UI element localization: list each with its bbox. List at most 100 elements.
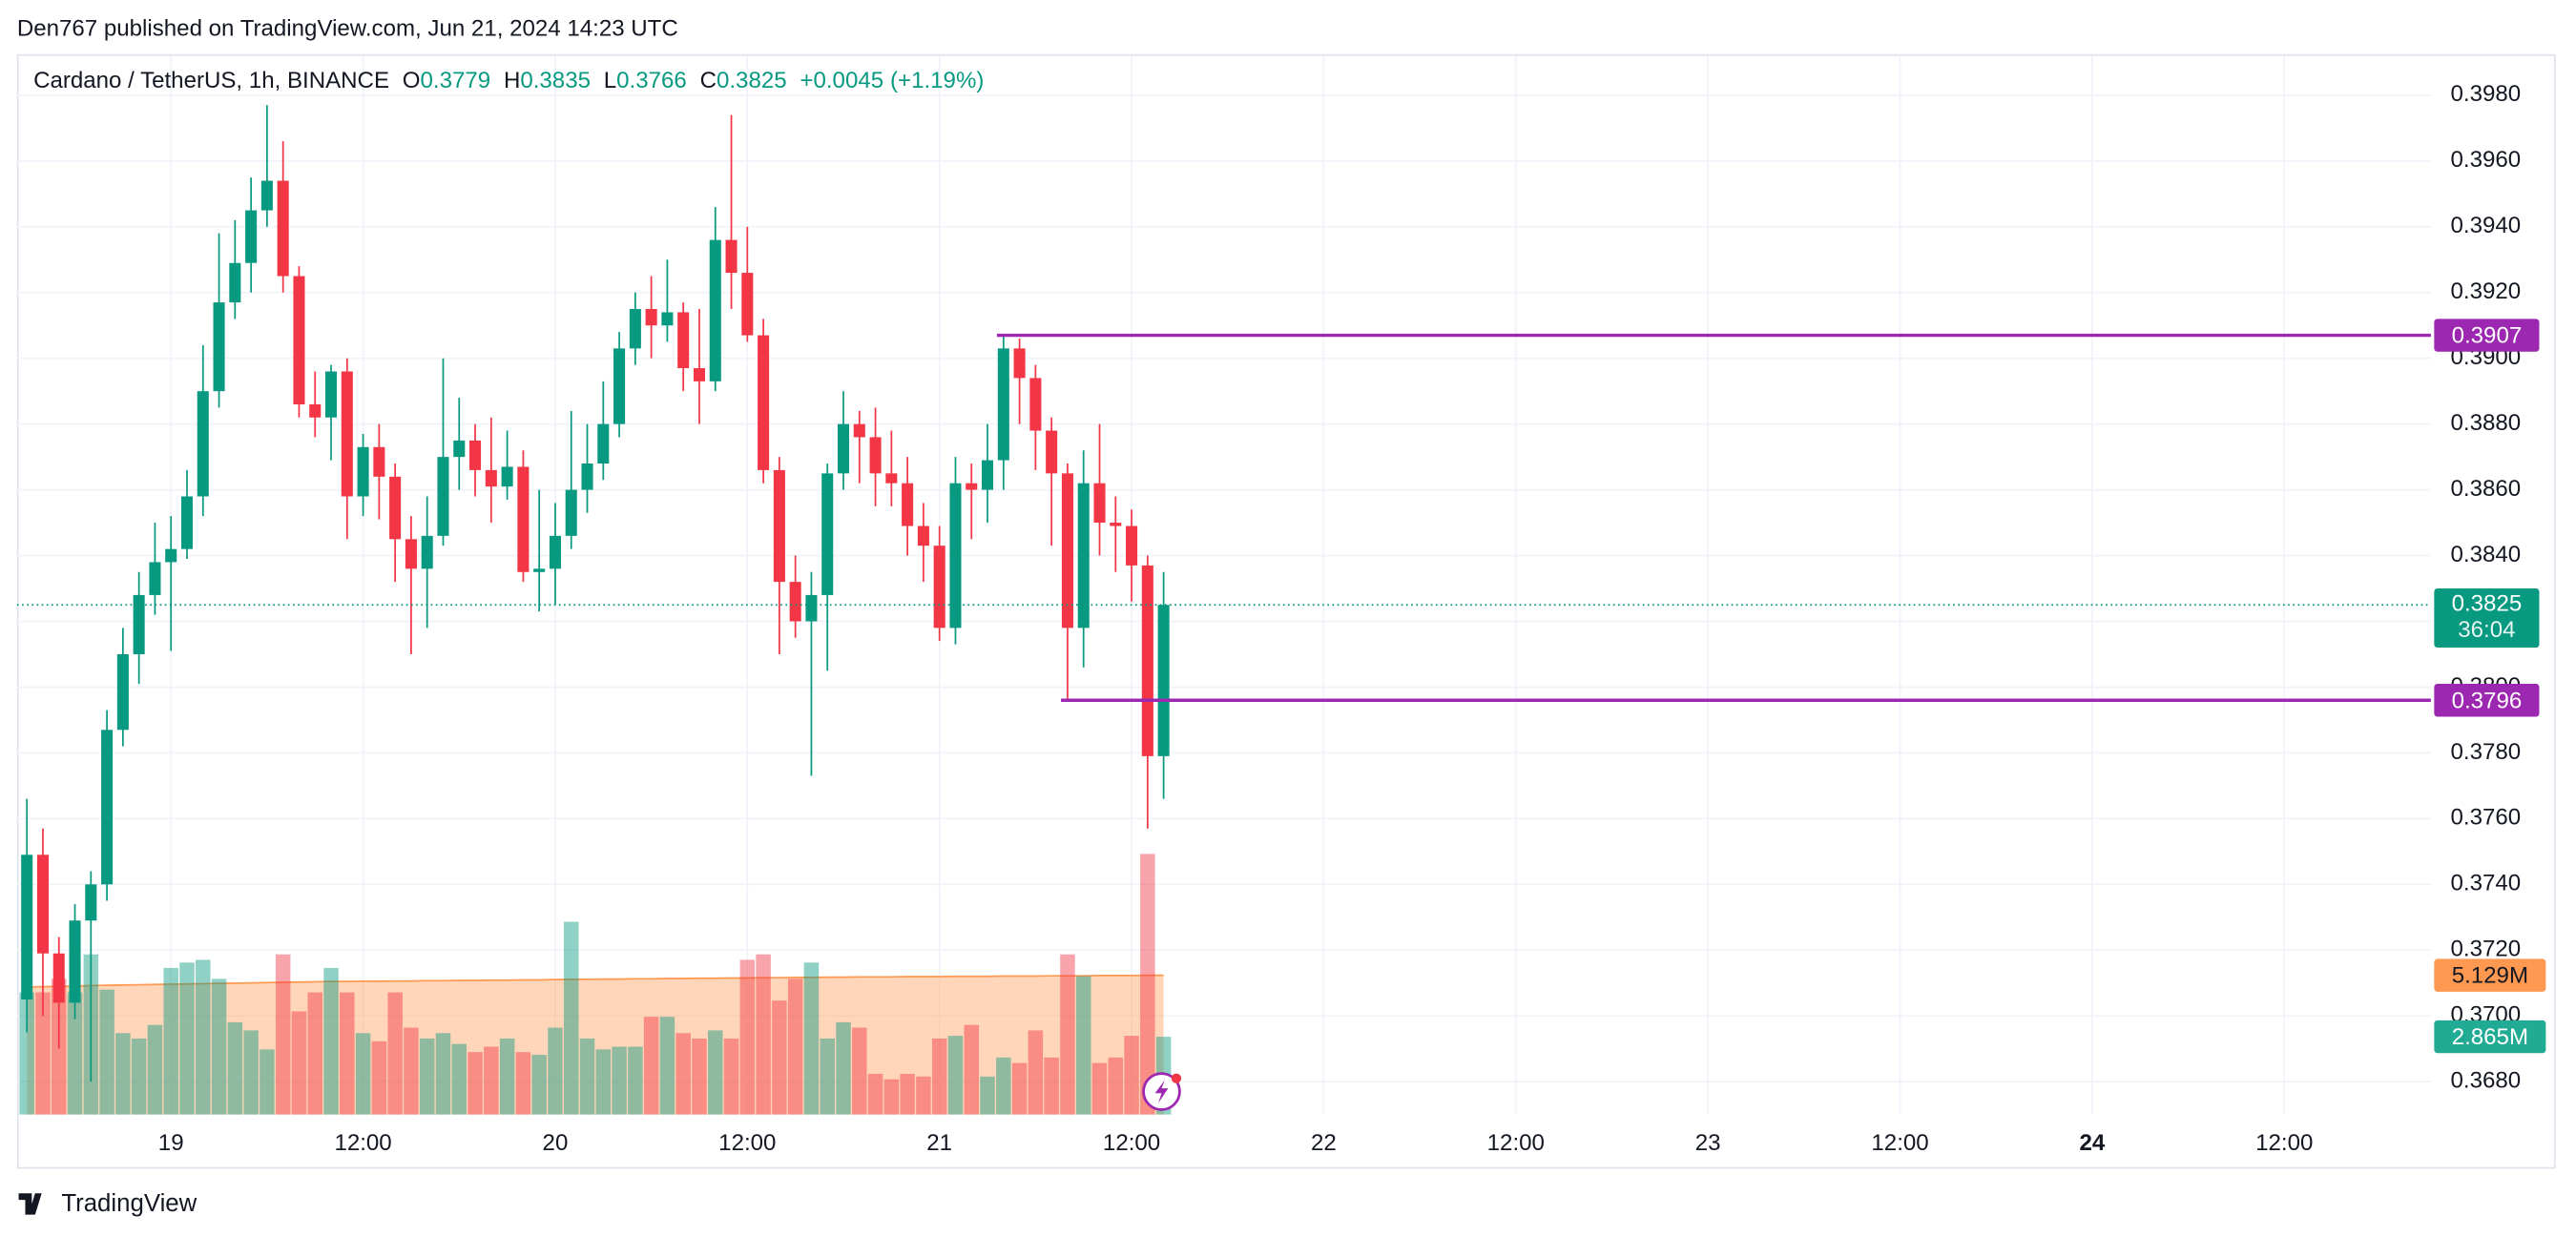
candle-body bbox=[997, 348, 1009, 461]
candle-body bbox=[949, 483, 962, 628]
volume-ma-area bbox=[27, 975, 1164, 1115]
volume-bar bbox=[355, 1033, 371, 1115]
candle-body bbox=[885, 473, 898, 484]
candle-body bbox=[101, 730, 114, 885]
volume-bar bbox=[723, 1038, 739, 1115]
candle-body bbox=[758, 335, 770, 470]
legend-change-pct: (+1.19%) bbox=[890, 68, 984, 93]
candle-body bbox=[389, 476, 402, 540]
volume-bar bbox=[291, 1011, 307, 1115]
volume-bar bbox=[499, 1038, 515, 1115]
x-tick-label: 12:00 bbox=[334, 1130, 391, 1156]
volume-bar bbox=[708, 1030, 723, 1115]
candle-body bbox=[1110, 523, 1122, 526]
volume-bar bbox=[467, 1052, 483, 1115]
candle-body bbox=[245, 210, 258, 263]
candle-body bbox=[469, 440, 482, 470]
volume-bar bbox=[419, 1038, 435, 1115]
x-tick-label: 24 bbox=[2080, 1130, 2106, 1156]
publish-note: Den767 published on TradingView.com, Jun… bbox=[17, 15, 678, 41]
volume-label-box bbox=[2434, 1020, 2546, 1054]
y-tick-label: 0.3740 bbox=[2451, 871, 2522, 896]
candle-body bbox=[260, 180, 273, 211]
volume-bar bbox=[563, 921, 579, 1115]
volume-bar bbox=[211, 978, 227, 1115]
y-tick-label: 0.3960 bbox=[2451, 147, 2522, 173]
candle-body bbox=[1013, 348, 1026, 379]
volume-bar bbox=[852, 1027, 867, 1115]
candle-body bbox=[1141, 565, 1153, 756]
candle-body bbox=[357, 446, 369, 497]
candle-body bbox=[613, 348, 626, 424]
legend-key: O bbox=[403, 68, 421, 93]
volume-bar bbox=[964, 1024, 979, 1115]
volume-bar bbox=[19, 992, 34, 1115]
legend-change: +0.0045 bbox=[800, 68, 883, 93]
volume-bar bbox=[484, 1046, 499, 1115]
candle-body bbox=[709, 239, 721, 381]
volume-ma-line bbox=[27, 974, 1164, 988]
price-pane bbox=[16, 105, 2431, 1082]
candle-body bbox=[437, 457, 449, 536]
candle-body bbox=[853, 423, 865, 438]
volume-bar bbox=[99, 989, 114, 1115]
volume-bar bbox=[900, 1073, 915, 1115]
volume-bar bbox=[1124, 1036, 1139, 1115]
volume-bar bbox=[1140, 854, 1155, 1115]
candle-body bbox=[133, 594, 145, 654]
x-tick-label: 23 bbox=[1695, 1130, 1721, 1156]
volume-bar bbox=[548, 1027, 563, 1115]
volume-bar bbox=[1060, 954, 1075, 1115]
candle-body bbox=[373, 446, 385, 477]
candle-body bbox=[549, 535, 561, 569]
candle-body bbox=[501, 466, 513, 487]
candle-body bbox=[1093, 483, 1106, 524]
volume-bar bbox=[739, 959, 756, 1115]
volume-bar bbox=[340, 992, 355, 1115]
y-tick-label: 0.3980 bbox=[2451, 81, 2522, 107]
volume-bar bbox=[883, 1079, 900, 1115]
volume-bar bbox=[579, 1038, 595, 1115]
candle-body bbox=[661, 312, 674, 326]
volume-bar bbox=[931, 1038, 947, 1115]
legend-value: 0.3779 bbox=[421, 68, 491, 93]
x-tick-label: 12:00 bbox=[1871, 1130, 1928, 1156]
volume-bar bbox=[115, 1033, 131, 1115]
candle-body bbox=[1077, 483, 1090, 628]
volume-ma-label: 5.129M bbox=[2452, 963, 2528, 989]
price-line-label-box bbox=[2434, 684, 2540, 717]
volume-bar bbox=[307, 992, 322, 1115]
volume-bar bbox=[1044, 1057, 1059, 1115]
candle-body bbox=[324, 371, 338, 418]
x-tick-label: 12:00 bbox=[718, 1130, 776, 1156]
candle-body bbox=[533, 568, 546, 572]
volume-bar bbox=[820, 1038, 835, 1115]
candle-body bbox=[773, 469, 785, 583]
candle-body bbox=[693, 368, 706, 381]
candle-body bbox=[725, 239, 737, 274]
x-tick-label: 21 bbox=[926, 1130, 952, 1156]
volume-bar bbox=[435, 1033, 451, 1115]
candle-body bbox=[805, 594, 818, 622]
candle-body bbox=[453, 440, 466, 458]
candle-body bbox=[629, 308, 641, 349]
volume-bar bbox=[787, 978, 803, 1115]
candle-body bbox=[565, 489, 577, 536]
candle-body bbox=[837, 423, 850, 474]
price-line-label-box bbox=[2434, 319, 2540, 352]
y-tick-label: 0.3840 bbox=[2451, 542, 2522, 567]
candle-body bbox=[1126, 525, 1138, 566]
candle-body bbox=[966, 483, 978, 490]
y-tick-label: 0.3940 bbox=[2451, 213, 2522, 238]
volume-bar bbox=[260, 1049, 275, 1115]
candle-body bbox=[645, 308, 657, 326]
candle-body bbox=[85, 884, 97, 921]
current-price-box bbox=[2434, 588, 2540, 649]
x-tick-label: 19 bbox=[158, 1130, 184, 1156]
candle-body bbox=[741, 273, 754, 336]
candle-body bbox=[421, 535, 433, 569]
lightning-icon bbox=[1142, 1072, 1182, 1111]
volume-bar bbox=[1108, 1057, 1124, 1115]
